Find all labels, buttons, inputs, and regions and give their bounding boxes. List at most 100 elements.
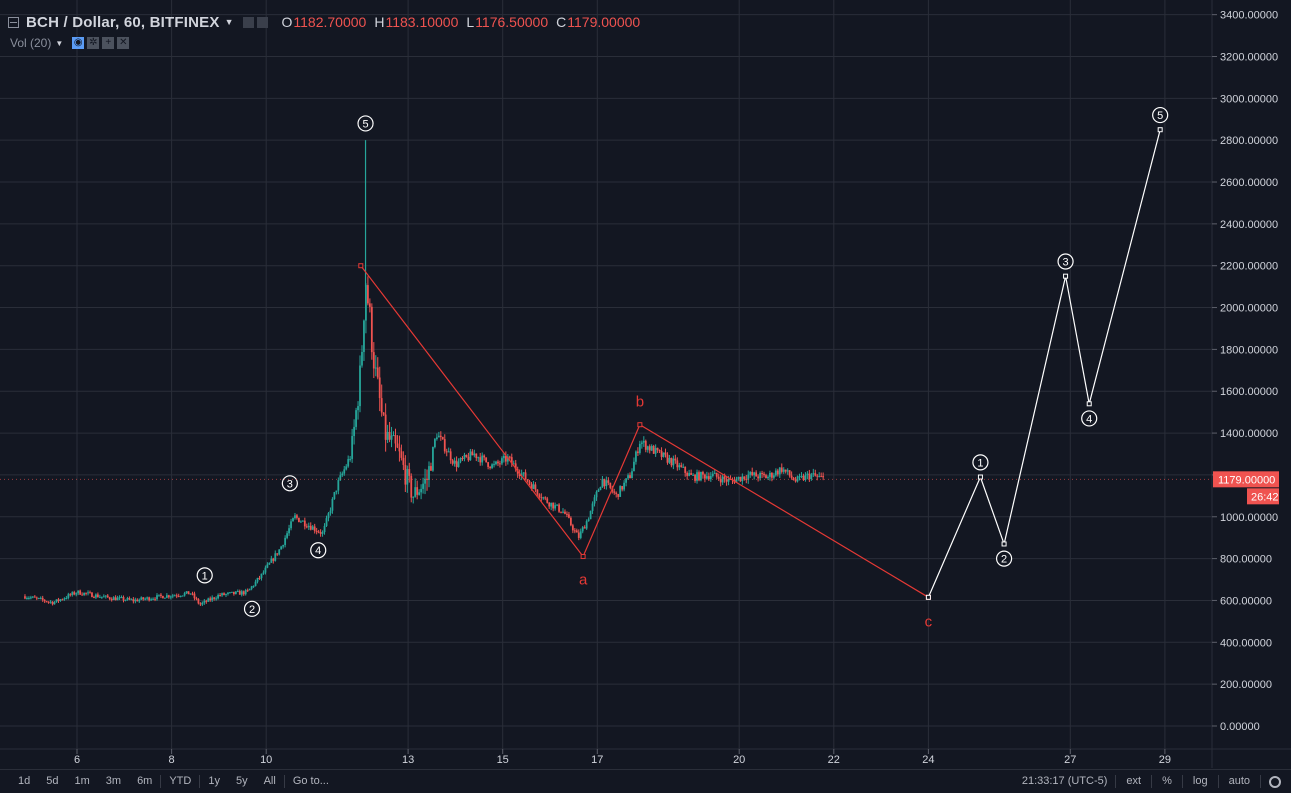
price-axis[interactable]: 0.00000 200.00000 400.00000 600.00000 800.00…	[1212, 10, 1278, 733]
candle-body	[660, 450, 663, 457]
candle-body	[715, 472, 718, 477]
candle-body	[453, 460, 456, 464]
candle-body	[290, 521, 292, 529]
candle-body	[719, 478, 722, 483]
candle-body	[822, 476, 825, 478]
candle-body	[554, 505, 557, 509]
candle-body	[59, 599, 62, 601]
candle-body	[796, 476, 799, 482]
candle-body	[189, 593, 192, 595]
candle-body	[51, 601, 54, 605]
eye-icon[interactable]	[242, 16, 254, 28]
candle-body	[477, 457, 480, 459]
candle-body	[794, 480, 797, 482]
gear-icon[interactable]	[256, 16, 268, 28]
candle-body	[428, 466, 430, 480]
ext-button[interactable]: ext	[1126, 775, 1142, 787]
projection-wave-label: 3	[1057, 253, 1074, 270]
time-axis[interactable]: 6 8 10 13 15 17 20 22 24 27 29	[74, 749, 1171, 766]
chevron-down-icon[interactable]: ▼	[55, 38, 64, 48]
y-tick-label: 1400.00000	[1220, 428, 1278, 440]
gear-icon[interactable]: ✲	[87, 37, 100, 49]
range-button-3m[interactable]: 3m	[105, 775, 122, 787]
candle-body	[435, 437, 438, 440]
candle-body	[493, 464, 495, 466]
candle-body	[404, 464, 407, 485]
candle-body	[45, 601, 48, 603]
candle-body	[491, 464, 493, 468]
candle-body	[562, 511, 564, 513]
candle-body	[79, 590, 82, 595]
settings-gear-icon[interactable]	[1269, 775, 1281, 788]
log-button[interactable]: log	[1192, 775, 1208, 787]
candle-body	[607, 480, 610, 483]
close-icon[interactable]: ✕	[117, 37, 130, 49]
wave-number: 2	[1001, 554, 1007, 566]
candle-body	[540, 497, 543, 499]
candle-body	[737, 476, 740, 479]
candle-body	[91, 592, 93, 598]
candle-body	[402, 457, 405, 465]
candle-body	[755, 472, 758, 477]
divider	[1260, 775, 1261, 788]
candle-body	[434, 439, 436, 448]
range-button-1d[interactable]: 1d	[18, 775, 31, 787]
percent-button[interactable]: %	[1162, 775, 1172, 787]
candle-body	[262, 572, 265, 574]
candle-body	[130, 599, 133, 601]
candle-body	[741, 476, 744, 482]
y-tick-label: 3000.00000	[1220, 93, 1278, 105]
chevron-down-icon[interactable]: ▼	[224, 17, 234, 27]
range-button-1y[interactable]: 1y	[208, 775, 220, 787]
candle-body	[380, 398, 383, 413]
candle-body	[264, 567, 267, 573]
candle-body	[690, 473, 693, 475]
y-tick-label: 1600.00000	[1220, 386, 1278, 398]
auto-button[interactable]: auto	[1228, 775, 1250, 787]
y-tick-label: 2400.00000	[1220, 219, 1278, 231]
candle-body	[569, 517, 572, 526]
candle-body	[95, 594, 97, 598]
range-button-1m[interactable]: 1m	[74, 775, 90, 787]
candle-body	[613, 491, 616, 493]
candle-body	[67, 594, 70, 599]
wave-circle	[196, 567, 213, 584]
candle-body	[268, 562, 271, 565]
plus-icon[interactable]: +	[102, 37, 115, 49]
range-button-5d[interactable]: 5d	[46, 775, 59, 787]
candle-body	[566, 513, 568, 515]
range-button-6m[interactable]: 6m	[137, 775, 153, 787]
candle-body	[536, 489, 539, 495]
candles	[24, 140, 825, 607]
candle-body	[396, 443, 399, 448]
candle-body	[765, 475, 767, 479]
goto-button[interactable]: Go to...	[292, 775, 329, 787]
candle-body	[270, 558, 273, 563]
candle-body	[41, 597, 44, 600]
candle-body	[158, 594, 160, 596]
correction-anchor	[358, 263, 364, 269]
candle-body	[579, 531, 582, 538]
eye-icon[interactable]: ◉	[72, 37, 85, 49]
wave-circle	[310, 542, 327, 559]
candle-body	[386, 431, 389, 440]
collapse-icon[interactable]	[8, 16, 19, 28]
candle-body	[591, 503, 594, 511]
candle-body	[422, 483, 424, 489]
candle-body	[400, 451, 403, 458]
candle-body	[53, 601, 56, 605]
candle-body	[199, 603, 202, 605]
candle-body	[483, 455, 486, 458]
symbol-title[interactable]: BCH / Dollar, 60, BITFINEX	[26, 13, 220, 31]
candle-body	[349, 458, 352, 460]
volume-label[interactable]: Vol (20)	[10, 36, 52, 50]
range-button-all[interactable]: All	[263, 775, 276, 787]
range-button-ytd[interactable]: YTD	[169, 775, 192, 787]
range-button-5y[interactable]: 5y	[235, 775, 248, 787]
candle-body	[804, 474, 807, 481]
wave-circle	[357, 115, 374, 132]
correction-label: b	[636, 394, 644, 411]
candle-body	[102, 596, 105, 598]
wave-circle	[1152, 106, 1169, 124]
